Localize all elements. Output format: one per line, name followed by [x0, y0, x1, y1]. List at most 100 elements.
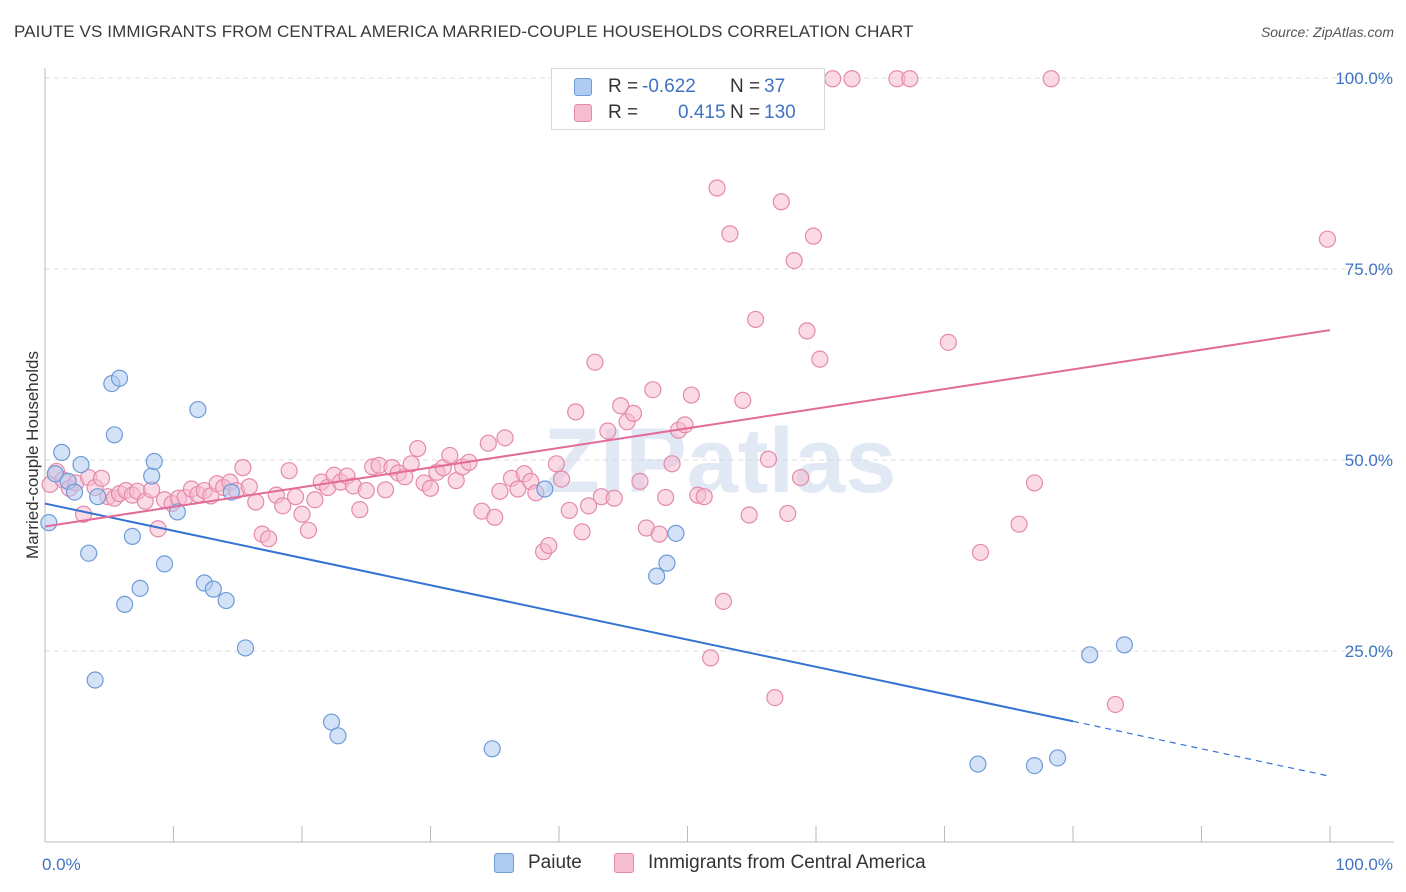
point-paiute	[536, 480, 554, 498]
point-paiute	[168, 503, 186, 521]
legend-r-value: 0.415	[678, 102, 726, 123]
point-immigrants	[491, 482, 509, 500]
grid-layer	[45, 77, 1394, 652]
point-immigrants	[441, 446, 459, 465]
point-immigrants	[409, 439, 427, 458]
trendline-paiute	[44, 502, 1074, 723]
trend-layer	[44, 329, 1331, 777]
point-immigrants	[234, 459, 252, 477]
trendline-paiute-extension	[1072, 720, 1331, 777]
y-tick-label: 100.0%	[1335, 69, 1393, 88]
point-immigrants	[708, 179, 726, 197]
blue-point-layer	[40, 369, 1134, 775]
series-label-paiute: Paiute	[528, 852, 582, 873]
point-immigrants	[695, 488, 713, 506]
point-immigrants	[547, 455, 566, 473]
point-immigrants	[650, 525, 668, 543]
point-paiute	[116, 595, 134, 613]
point-paiute	[222, 483, 240, 501]
point-immigrants	[747, 310, 765, 329]
point-immigrants	[259, 530, 278, 548]
point-paiute	[65, 483, 84, 501]
point-immigrants	[447, 472, 465, 490]
series-label-immigrants: Immigrants from Central America	[648, 852, 926, 873]
point-paiute	[648, 567, 666, 585]
point-immigrants	[599, 422, 617, 440]
point-immigrants	[631, 472, 649, 490]
source-credit: Source: ZipAtlas.com	[1260, 24, 1394, 40]
point-immigrants	[376, 481, 395, 499]
point-paiute	[80, 544, 98, 562]
point-immigrants	[479, 434, 497, 452]
point-immigrants	[240, 478, 258, 496]
point-immigrants	[682, 386, 700, 404]
legend-n-label: N =	[730, 102, 761, 123]
point-immigrants	[939, 333, 957, 351]
point-immigrants	[92, 469, 111, 487]
point-paiute	[329, 727, 347, 745]
point-immigrants	[804, 227, 823, 245]
point-immigrants	[573, 523, 591, 541]
y-tick-label: 75.0%	[1345, 260, 1393, 279]
point-immigrants	[486, 508, 504, 526]
point-immigrants	[624, 404, 643, 422]
legend-n-value: 130	[764, 102, 796, 123]
point-immigrants	[702, 649, 720, 667]
legend-r-label: R =	[608, 102, 639, 123]
y-axis-title: Married-couple Households	[23, 351, 42, 559]
point-paiute	[483, 740, 501, 758]
legend-swatch-pink	[574, 104, 592, 122]
point-immigrants	[1010, 515, 1028, 533]
legend-n-label: N =	[730, 76, 761, 97]
point-paiute	[131, 579, 149, 597]
point-immigrants	[496, 429, 514, 447]
legend-n-value: 37	[764, 76, 786, 97]
series-swatch-pink	[614, 853, 634, 873]
x-tick-label-max: 100.0%	[1335, 855, 1393, 874]
point-immigrants	[766, 689, 784, 707]
x-tick-label-min: 0.0%	[42, 855, 81, 874]
tick-label-layer: 25.0% 50.0% 75.0% 100.0% 0.0% 100.0% Married-c…	[23, 69, 1393, 874]
point-immigrants	[798, 322, 816, 340]
point-immigrants	[734, 391, 752, 410]
point-paiute	[667, 524, 685, 542]
point-paiute	[1048, 749, 1067, 767]
point-paiute	[322, 713, 341, 731]
point-immigrants	[843, 70, 861, 88]
point-immigrants	[714, 592, 733, 610]
point-paiute	[1115, 636, 1134, 654]
point-paiute	[189, 400, 207, 419]
point-immigrants	[772, 193, 790, 211]
point-paiute	[143, 467, 161, 485]
point-paiute	[155, 555, 174, 573]
y-tick-label: 25.0%	[1345, 642, 1393, 661]
axis-layer	[44, 68, 1394, 843]
point-paiute	[123, 527, 141, 546]
point-paiute	[53, 443, 71, 461]
trendline-immigrants	[44, 329, 1331, 528]
point-immigrants	[811, 350, 829, 368]
point-immigrants	[293, 505, 311, 523]
y-tick-label: 50.0%	[1345, 451, 1393, 470]
point-immigrants	[552, 470, 571, 488]
point-immigrants	[721, 225, 739, 243]
point-immigrants	[779, 504, 797, 523]
point-immigrants	[824, 70, 842, 88]
legend-r-value: -0.622	[642, 76, 696, 97]
point-immigrants	[612, 397, 630, 415]
series-swatch-blue	[494, 853, 514, 873]
point-paiute	[658, 554, 676, 572]
point-immigrants	[1318, 230, 1337, 248]
point-immigrants	[791, 468, 810, 487]
point-paiute	[86, 671, 104, 689]
point-paiute	[204, 580, 222, 598]
point-paiute	[217, 591, 235, 610]
point-paiute	[110, 369, 129, 387]
pink-point-layer	[41, 70, 1337, 714]
point-immigrants	[402, 455, 420, 473]
point-immigrants	[286, 488, 305, 506]
point-immigrants	[579, 497, 598, 515]
point-paiute	[105, 426, 123, 444]
point-immigrants	[586, 353, 604, 371]
